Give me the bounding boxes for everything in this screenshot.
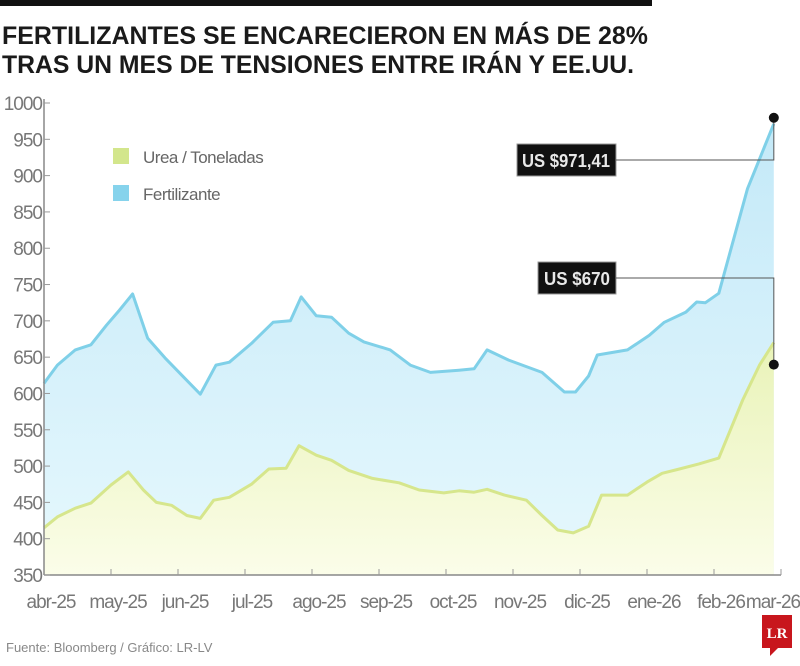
x-tick-label: oct-25 <box>430 592 477 613</box>
legend-label-fertilizante: Fertilizante <box>143 185 220 204</box>
y-tick-label: 700 <box>13 312 42 333</box>
y-tick-label: 1000 <box>4 94 43 115</box>
annotation-label-urea: US $670 <box>544 269 610 289</box>
y-tick-label: 350 <box>13 566 42 587</box>
y-tick-label: 800 <box>13 239 42 260</box>
line-urea <box>43 341 776 535</box>
y-tick-label: 500 <box>13 457 42 478</box>
chart-title: FERTILIZANTES SE ENCARECIERON EN MÁS DE … <box>2 21 648 50</box>
legend-label-urea: Urea / Toneladas <box>143 148 263 167</box>
marker-urea <box>768 359 779 370</box>
annotation-label-fertilizante: US $971,41 <box>522 151 610 171</box>
plot-area <box>42 123 776 576</box>
y-tick-label: 400 <box>13 530 42 551</box>
x-tick-label: sep-25 <box>360 592 413 613</box>
legend-swatch-urea <box>113 148 129 164</box>
x-tick-label: mar-26 <box>746 592 800 613</box>
y-tick-label: 650 <box>13 348 42 369</box>
annotation-box-urea <box>537 261 617 295</box>
area-urea <box>44 342 774 575</box>
x-tick-label: abr-25 <box>27 592 76 613</box>
y-tick-label: 550 <box>13 421 42 442</box>
area-fertilizante <box>44 123 774 576</box>
axes: 1000 950 900 850 800 750 700 650 600 550 500 450 400… <box>4 94 800 613</box>
legend-swatch-fertilizante <box>113 185 129 201</box>
y-tick-label: 850 <box>13 203 42 224</box>
x-tick-label: ago-25 <box>292 592 346 613</box>
annotations: US $971,41 US $670 <box>516 112 779 370</box>
leader-fertilizante <box>616 117 775 161</box>
x-tick-label: may-25 <box>89 592 147 613</box>
lr-logo: LR <box>762 615 792 656</box>
svg-text:LR: LR <box>767 626 788 642</box>
source-note: Fuente: Bloomberg / Gráfico: LR-LV <box>6 640 213 655</box>
x-tick-label: feb-26 <box>697 592 745 613</box>
y-tick-label: 900 <box>13 167 42 188</box>
legend: Urea / Toneladas Fertilizante <box>113 148 264 204</box>
y-tick-label: 450 <box>13 493 42 514</box>
y-tick-label: 950 <box>13 130 42 151</box>
top-bar <box>0 0 652 6</box>
x-tick-label: nov-25 <box>494 592 547 613</box>
y-tick-label: 750 <box>13 276 42 297</box>
leader-urea <box>616 277 775 365</box>
marker-fertilizante <box>768 112 779 123</box>
x-tick-label: ene-26 <box>627 592 681 613</box>
chart-subtitle: TRAS UN MES DE TENSIONES ENTRE IRÁN Y EE… <box>2 50 634 79</box>
x-tick-label: jul-25 <box>231 592 273 613</box>
x-tick-label: jun-25 <box>161 592 209 613</box>
line-fertilizante <box>42 123 776 396</box>
x-tick-label: dic-25 <box>564 592 610 613</box>
y-tick-label: 600 <box>13 384 42 405</box>
